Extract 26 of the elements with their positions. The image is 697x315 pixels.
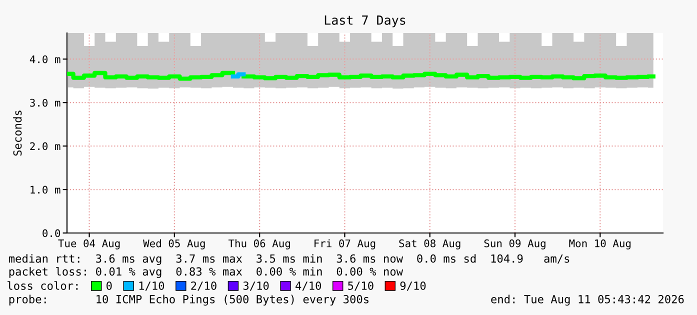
y-tick-label: 1.0 m [30,186,60,194]
text: end: Tue Aug 11 05:43:42 2026 [491,294,684,306]
legend-label: 3/10 [243,282,269,291]
legend-label: 0 [106,282,112,290]
legend-label: 5/10 [348,282,374,291]
text: median rtt: 3.6 ms avg 3.7 ms max 3.5 ms min 3.6 ms now 0.0 ms sd 104.9 am/s [8,254,570,265]
legend-label: 9/10 [400,282,426,291]
legend-label: 1/10 [139,282,164,291]
y-tick-label: 0.0 [42,229,60,238]
y-tick-label: 3.0 m [30,98,60,107]
text: packet loss: 0.01 % avg 0.83 % max 0.00 % min 0.00 % now [9,267,404,278]
x-tick-label: Sat 08 Aug [399,239,460,250]
x-tick-label: Thu 06 Aug [228,239,290,250]
x-tick-label: Fri 07 Aug [314,239,376,250]
x-tick-label: Mon 10 Aug [569,239,631,250]
x-tick-label: Tue 04 Aug [58,239,120,250]
text: probe: 10 ICMP Echo Pings (500 Bytes) every 300s [9,294,368,306]
y-axis-title: Seconds [13,110,22,156]
y-tick-label: 2.0 m [30,142,60,150]
legend-label: 4/10 [296,282,322,291]
legend-label: 2/10 [191,282,216,291]
x-tick-label: Sun 09 Aug [484,239,546,250]
chart-title: Last 7 Days [324,16,406,28]
x-tick-label: Wed 05 Aug [143,239,205,250]
legend-title: loss color: [8,281,78,290]
y-tick-label: 4.0 m [30,55,60,64]
